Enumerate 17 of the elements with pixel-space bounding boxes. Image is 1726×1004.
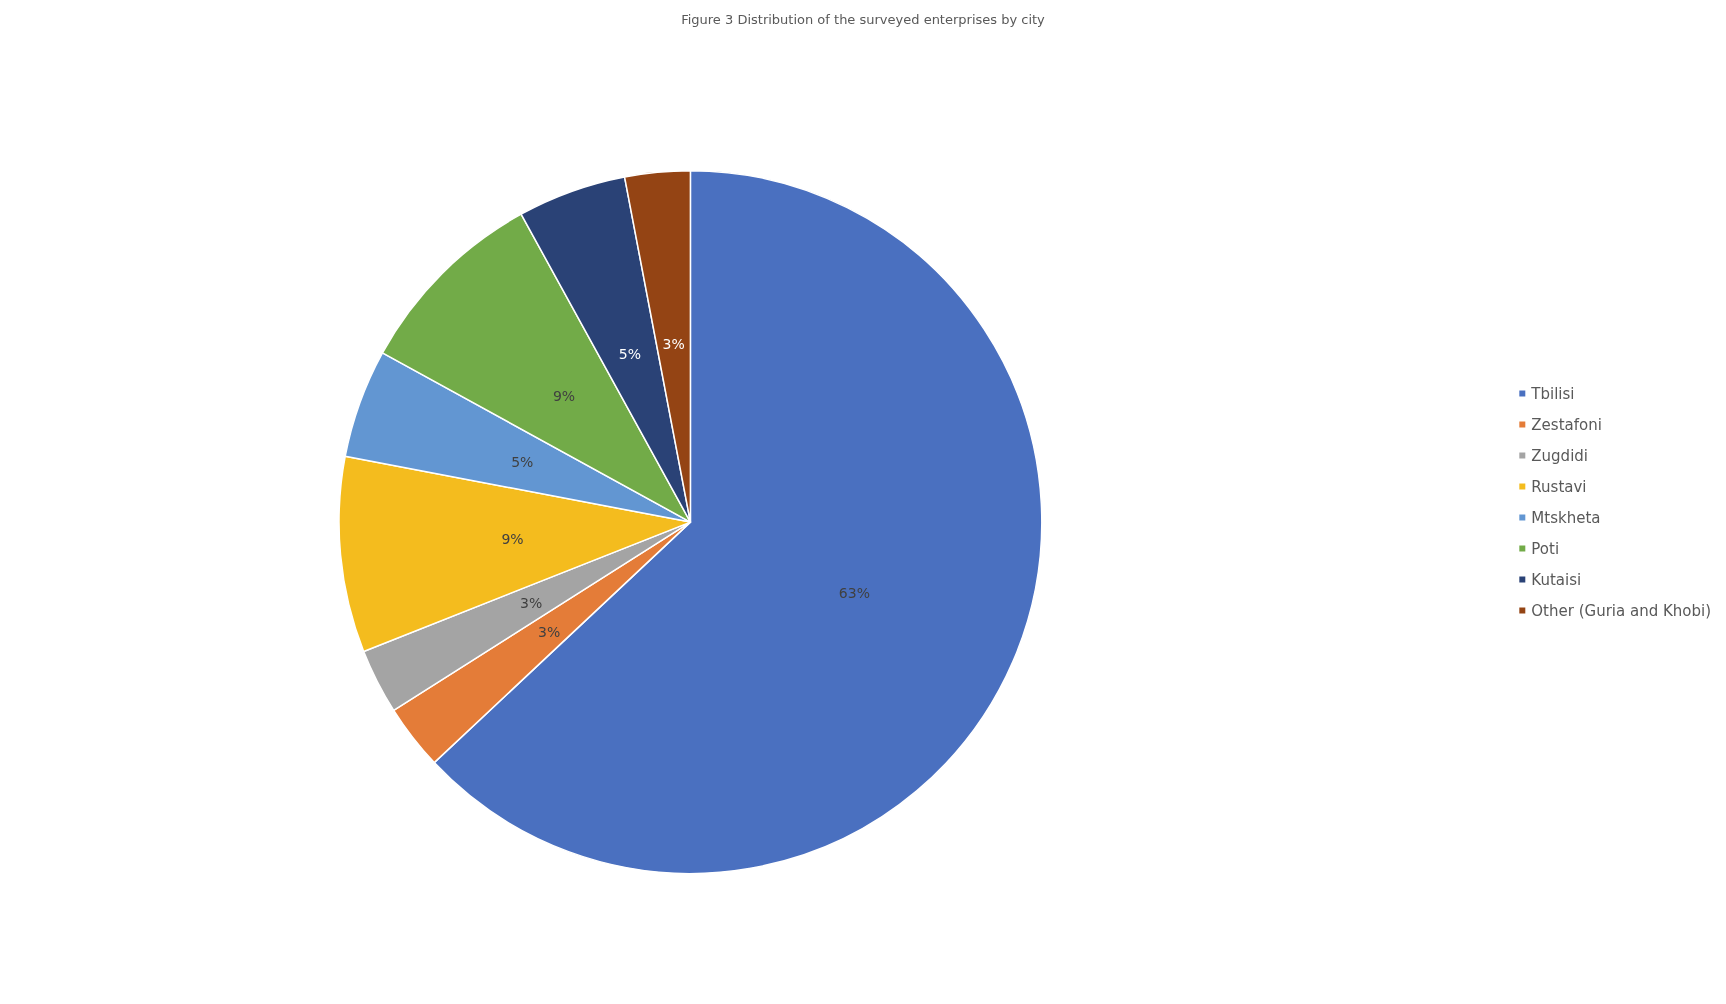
data-label: 9% bbox=[501, 530, 524, 547]
data-label: 5% bbox=[511, 453, 534, 470]
legend-label: Kutaisi bbox=[1531, 570, 1582, 589]
legend-label: Mtskheta bbox=[1531, 508, 1601, 527]
data-label: 9% bbox=[552, 387, 576, 404]
data-label: 3% bbox=[538, 623, 561, 640]
legend-label: Rustavi bbox=[1531, 477, 1587, 496]
data-label: 5% bbox=[618, 345, 641, 362]
legend-label: Tbilisi bbox=[1530, 384, 1575, 403]
data-label: 3% bbox=[662, 336, 685, 353]
data-label: 63% bbox=[838, 585, 870, 602]
legend-label: Zugdidi bbox=[1531, 446, 1588, 465]
legend-label: Poti bbox=[1531, 539, 1560, 558]
legend-label: Zestafoni bbox=[1531, 415, 1602, 434]
legend-label: Other (Guria and Khobi) bbox=[1531, 601, 1711, 620]
data-label: 3% bbox=[520, 595, 543, 612]
chart-title: Figure 3 Distribution of the surveyed enterprises by city bbox=[681, 12, 1046, 27]
